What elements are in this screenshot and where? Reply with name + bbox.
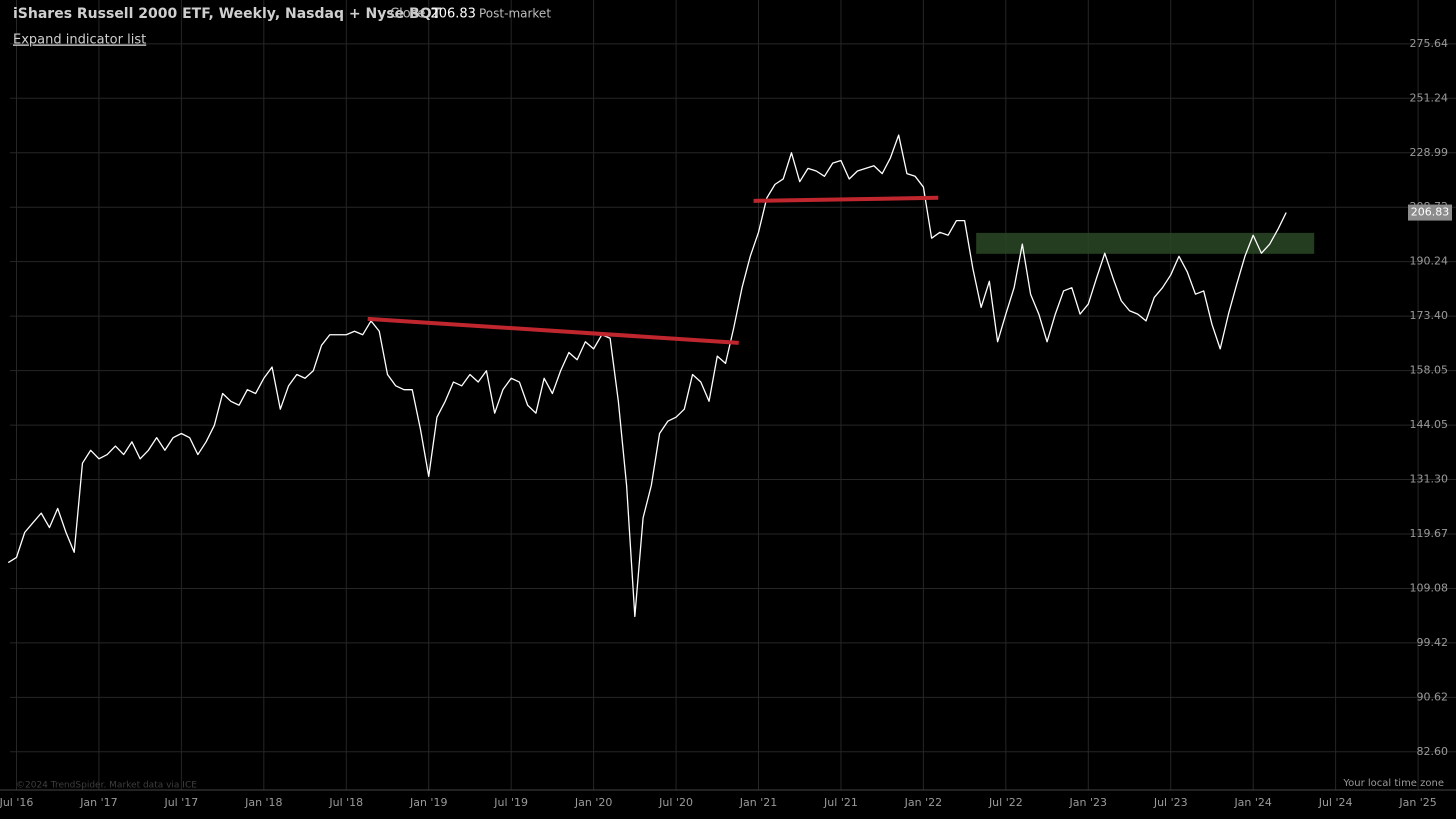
x-tick-label: Jan '20 bbox=[574, 796, 612, 809]
chart-title: iShares Russell 2000 ETF, Weekly, Nasdaq… bbox=[13, 6, 442, 22]
y-tick-label: 228.99 bbox=[1410, 146, 1449, 159]
x-tick-label: Jul '24 bbox=[1318, 796, 1353, 809]
x-tick-label: Jan '19 bbox=[409, 796, 447, 809]
x-tick-label: Jul '17 bbox=[163, 796, 198, 809]
last-price-tag bbox=[1408, 204, 1452, 221]
x-tick-label: Jan '23 bbox=[1069, 796, 1107, 809]
x-tick-label: Jul '18 bbox=[328, 796, 363, 809]
y-tick-label: 109.08 bbox=[1410, 581, 1449, 594]
y-tick-label: 275.64 bbox=[1410, 37, 1449, 50]
y-tick-label: 158.05 bbox=[1410, 364, 1449, 377]
zone bbox=[976, 232, 1315, 254]
y-tick-label: 190.24 bbox=[1410, 255, 1449, 268]
trendline bbox=[753, 195, 939, 203]
y-tick-label: 131.30 bbox=[1410, 473, 1449, 486]
x-tick-label: Jan '21 bbox=[739, 796, 777, 809]
y-tick-label: 119.67 bbox=[1410, 527, 1449, 540]
price-line bbox=[7, 134, 1287, 618]
plot-area bbox=[7, 134, 1315, 618]
x-tick-label: Jan '18 bbox=[244, 796, 282, 809]
x-tick-label: Jul '21 bbox=[823, 796, 858, 809]
x-tick-label: Jan '17 bbox=[79, 796, 117, 809]
x-tick-label: Jul '23 bbox=[1153, 796, 1188, 809]
close-value: 206.83 bbox=[430, 7, 476, 22]
timezone-label: Your local time zone bbox=[1342, 778, 1444, 789]
x-tick-label: Jul '20 bbox=[658, 796, 693, 809]
last-price-label: 206.83 bbox=[1411, 206, 1450, 219]
copyright: ©2024 TrendSpider. Market data via ICE bbox=[16, 781, 197, 791]
x-tick-label: Jul '22 bbox=[988, 796, 1023, 809]
x-tick-label: Jul '19 bbox=[493, 796, 528, 809]
close-label: Close bbox=[390, 7, 425, 22]
y-tick-label: 173.40 bbox=[1410, 309, 1449, 322]
y-tick-label: 251.24 bbox=[1410, 91, 1449, 104]
y-tick-label: 99.42 bbox=[1417, 636, 1449, 649]
x-tick-label: Jan '22 bbox=[904, 796, 942, 809]
grid bbox=[10, 0, 1456, 790]
trendline bbox=[367, 316, 739, 345]
x-tick-label: Jan '24 bbox=[1233, 796, 1271, 809]
x-tick-label: Jan '25 bbox=[1398, 796, 1436, 809]
x-tick-label: Jul '16 bbox=[0, 796, 33, 809]
y-tick-label: 90.62 bbox=[1417, 690, 1449, 703]
session-label: Post-market bbox=[479, 7, 551, 21]
y-tick-label: 144.05 bbox=[1410, 418, 1449, 431]
expand-indicators[interactable]: Expand indicator list bbox=[13, 33, 146, 48]
y-tick-label: 82.60 bbox=[1417, 745, 1449, 758]
